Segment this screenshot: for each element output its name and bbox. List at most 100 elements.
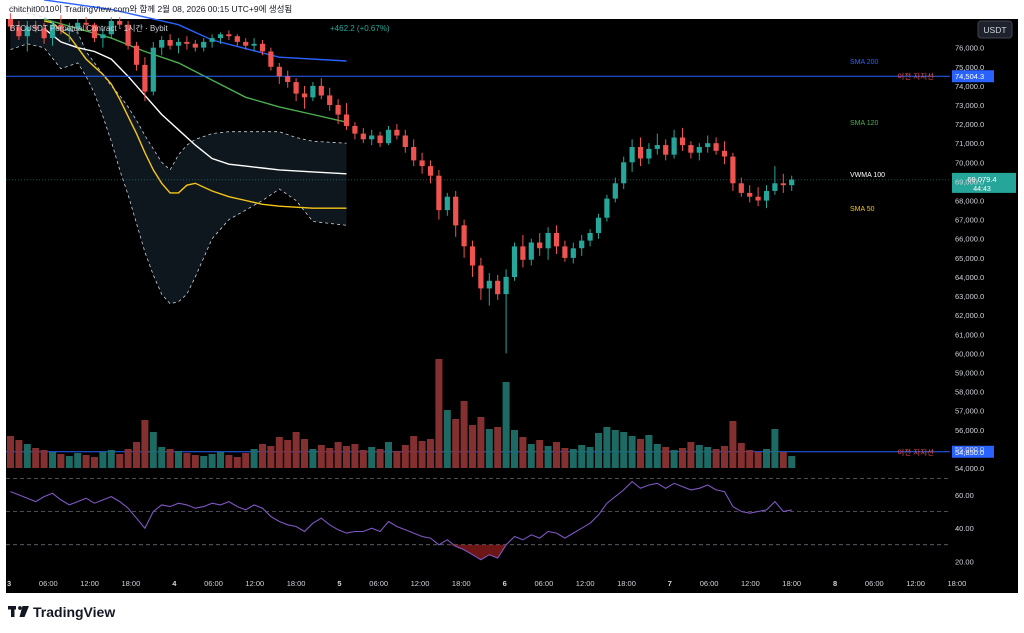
candle-body [335, 105, 341, 115]
volume-bar [208, 454, 216, 468]
y-tick-label: 54,000.0 [955, 464, 984, 473]
candle-body [747, 192, 753, 197]
indicator-label: SMA 50 [850, 206, 875, 213]
x-tick-label: 4 [172, 579, 177, 588]
candle-body [436, 175, 442, 211]
volume-bar [32, 448, 40, 468]
volume-bar [133, 442, 140, 468]
currency-button[interactable]: USDT [977, 20, 1013, 39]
bollinger-lower-line [10, 43, 347, 305]
candle-body [789, 179, 795, 186]
support-price-tag [952, 445, 994, 458]
x-tick-label: 06:00 [204, 579, 223, 588]
volume-bar [527, 444, 535, 468]
volume-bar [670, 450, 678, 468]
candle-body [360, 133, 366, 140]
bollinger-band-layer [10, 5, 347, 305]
volume-bar [15, 440, 23, 468]
candle-body [730, 156, 736, 184]
x-tick-label: 5 [337, 579, 341, 588]
volume-bar [712, 449, 720, 468]
vwma-100-line [43, 28, 347, 175]
candles-layer[interactable] [7, 13, 795, 354]
candle-body [705, 143, 711, 147]
candle-body [293, 82, 299, 94]
volume-bar [460, 401, 468, 468]
candle-body [159, 40, 165, 48]
volume-bar [477, 417, 485, 468]
volume-bar [611, 430, 619, 468]
volume-bar [729, 421, 737, 468]
volume-bar [385, 442, 392, 468]
volume-bar [141, 420, 149, 468]
x-tick-label: 7 [668, 579, 672, 588]
candle-body [192, 43, 198, 48]
y-tick-label: 76,000.0 [955, 44, 984, 53]
volume-bar [351, 444, 359, 468]
y-tick-label: 62,000.0 [955, 311, 984, 320]
candle-body [327, 95, 333, 105]
candle-body [738, 183, 744, 193]
tradingview-logo[interactable]: TradingView [8, 604, 115, 620]
volume-bar [65, 456, 73, 468]
volume-bar [779, 452, 787, 468]
candle-body [402, 135, 408, 147]
candle-body [117, 20, 123, 25]
candle-body [469, 246, 476, 266]
volume-bar [124, 449, 132, 468]
candle-body [310, 85, 316, 98]
volume-bar [183, 453, 191, 468]
candle-body [49, 24, 56, 39]
volume-bar [292, 432, 300, 468]
volume-bar [687, 442, 695, 468]
candle-body [579, 240, 585, 249]
volume-bar [57, 454, 65, 468]
volume-bar [494, 427, 502, 468]
candle-body [721, 150, 728, 157]
volume-bar [536, 440, 544, 468]
candle-body [511, 246, 518, 277]
x-tick-label: 06:00 [369, 579, 388, 588]
candle-body [419, 160, 425, 167]
x-tick-label: 3 [7, 579, 11, 588]
volume-bar [653, 444, 661, 468]
countdown-text: 44:43 [973, 186, 991, 193]
volume-bar [191, 455, 199, 468]
candle-body [654, 145, 660, 149]
candle-body [369, 135, 375, 140]
volume-bar [217, 452, 224, 468]
x-tick-label: 18:00 [948, 579, 967, 588]
volume-bar [149, 432, 157, 468]
indicator-label: SMA 120 [850, 120, 879, 127]
candle-body [16, 26, 22, 37]
y-tick-label: 66,000.0 [955, 235, 984, 244]
x-tick-label: 18:00 [782, 579, 801, 588]
candle-body [226, 34, 232, 37]
volume-bar [166, 449, 174, 468]
candle-body [318, 85, 324, 96]
indicator-labels-layer: SMA 200 SMA 120 VWMA 100 SMA 50 [850, 59, 885, 213]
volume-bar [225, 455, 233, 468]
volume-bar [553, 442, 560, 468]
y-tick-label: 63,000.0 [955, 292, 984, 301]
volume-bar [233, 457, 241, 468]
x-tick-label: 18:00 [617, 579, 636, 588]
tradingview-logo-icon [8, 606, 29, 617]
candle-body [696, 147, 702, 153]
volume-bar [578, 445, 586, 468]
candle-body [629, 147, 635, 163]
volume-bar [435, 359, 443, 468]
volume-bar [502, 382, 510, 468]
candle-body [150, 47, 156, 92]
volume-bar [343, 446, 350, 468]
candle-body [713, 143, 719, 151]
volume-bar [200, 456, 208, 468]
volume-bar [7, 436, 14, 468]
x-tick-label: 18:00 [452, 579, 471, 588]
y-tick-label: 60,000.0 [955, 349, 984, 358]
y-tick-label: 73,000.0 [955, 101, 984, 110]
rsi-line [10, 480, 792, 561]
candle-body [343, 114, 350, 126]
candle-body [41, 28, 47, 39]
